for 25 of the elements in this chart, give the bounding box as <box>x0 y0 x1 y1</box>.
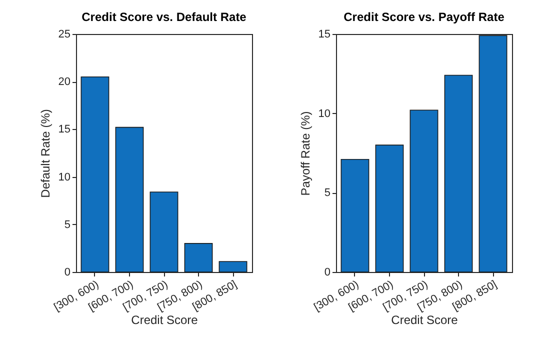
y-tick-label: 10 <box>318 108 330 120</box>
bar <box>218 261 248 272</box>
y-tick-label: 20 <box>58 76 70 88</box>
y-tick-label: 15 <box>58 124 70 136</box>
x-axis-title: Credit Score <box>131 312 198 327</box>
y-tick-label: 25 <box>58 28 70 40</box>
y-axis-title: Default Rate (%) <box>38 109 52 198</box>
bar <box>80 76 110 272</box>
y-tick-label: 5 <box>324 187 330 200</box>
y-tick-label: 15 <box>318 28 330 40</box>
chart-title: Credit Score vs. Default Rate <box>82 10 247 24</box>
y-tick-label: 10 <box>58 171 70 184</box>
bar <box>410 110 438 272</box>
y-tick-label: 5 <box>64 218 70 231</box>
x-axis-title: Credit Score <box>391 312 458 327</box>
chart-title: Credit Score vs. Payoff Rate <box>344 10 505 24</box>
bar <box>115 126 144 272</box>
bar <box>375 144 404 272</box>
bar <box>184 243 213 272</box>
bar <box>444 74 473 272</box>
bar <box>150 192 178 272</box>
bar <box>340 158 370 272</box>
y-tick-label: 0 <box>324 266 330 278</box>
y-axis-title: Payoff Rate (%) <box>298 111 312 196</box>
y-tick-label: 0 <box>64 266 70 278</box>
